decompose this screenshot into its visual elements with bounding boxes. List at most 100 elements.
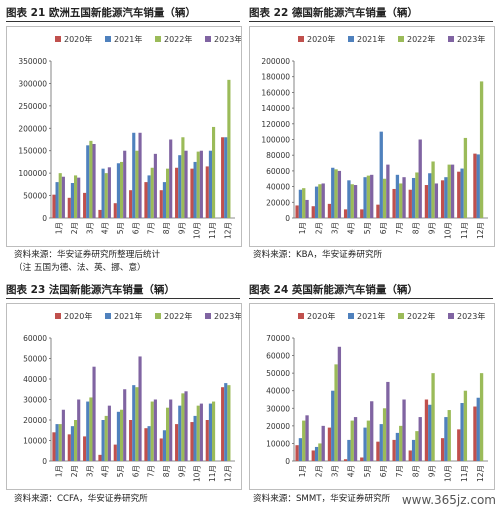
- bar: [138, 132, 142, 218]
- bar: [337, 346, 342, 461]
- x-tick-label: 4月: [347, 222, 356, 234]
- legend-swatch: [398, 36, 404, 42]
- bar: [89, 397, 93, 461]
- x-tick-label: 12月: [223, 465, 232, 482]
- x-tick-label: 9月: [427, 222, 436, 234]
- bar: [447, 410, 451, 461]
- bar: [120, 409, 124, 461]
- legend-label: 2023年: [214, 311, 241, 321]
- bar: [162, 182, 166, 218]
- legend-swatch: [448, 36, 454, 42]
- chart-legend: 2020年 2021年 2022年 2023年: [298, 311, 485, 321]
- bar: [463, 137, 468, 218]
- bar: [224, 137, 228, 218]
- y-tick-label: 50000: [23, 192, 47, 201]
- legend-label: 2021年: [357, 34, 385, 44]
- bar: [193, 415, 197, 461]
- bar: [166, 168, 170, 218]
- bar: [424, 399, 429, 461]
- bar: [314, 186, 319, 218]
- x-tick-label: 9月: [177, 465, 186, 477]
- x-tick-label: 4月: [101, 222, 110, 234]
- bar: [150, 167, 154, 218]
- x-tick-label: 8月: [162, 465, 171, 477]
- y-tick-label: 350000: [18, 57, 47, 66]
- title-rule: [6, 21, 240, 22]
- x-tick-label: 1月: [298, 465, 307, 477]
- bar: [418, 417, 422, 461]
- bar: [450, 164, 455, 218]
- bar: [399, 183, 403, 218]
- bar: [431, 161, 435, 218]
- bar-chart-germany: 2020年 2021年 2022年 2023年 0 20000 40000 60000 8000…: [261, 34, 488, 239]
- chart-title: 图表 22 德国新能源汽车销量（辆）: [249, 7, 418, 19]
- bar: [129, 420, 133, 461]
- bar: [311, 206, 315, 218]
- bar-chart-france: 2020年 2021年 2022年 2023年 0 10000 20000 30000 4000…: [23, 311, 242, 482]
- y-tick-label: 20000: [23, 416, 47, 425]
- bar: [347, 180, 351, 218]
- x-tick-label: 5月: [363, 222, 372, 234]
- bar: [107, 167, 111, 218]
- bar: [302, 420, 306, 461]
- bar: [199, 403, 203, 461]
- y-tick-label: 140000: [261, 104, 290, 113]
- bar: [212, 401, 216, 461]
- x-tick-label: 11月: [208, 465, 217, 482]
- bar: [147, 426, 151, 461]
- bar: [101, 420, 105, 461]
- bar: [129, 190, 133, 218]
- bar: [473, 153, 477, 218]
- bar: [74, 175, 78, 218]
- bar: [107, 405, 111, 461]
- bar: [402, 177, 406, 218]
- bar: [334, 364, 338, 461]
- bar: [343, 459, 348, 461]
- bar: [343, 209, 348, 218]
- bar: [123, 389, 127, 461]
- bar: [86, 401, 90, 461]
- bar: [208, 403, 212, 461]
- legend-swatch: [205, 313, 211, 319]
- legend-label: 2021年: [114, 311, 142, 321]
- chart-legend: 2020年 2021年 2022年 2023年: [55, 311, 242, 321]
- bar: [440, 180, 445, 218]
- x-tick-label: 1月: [55, 465, 64, 477]
- title-rule: [249, 21, 493, 22]
- bar: [153, 399, 157, 461]
- bar: [190, 422, 194, 461]
- bar: [418, 139, 422, 218]
- bar: [321, 183, 325, 218]
- bar: [321, 425, 325, 461]
- bar: [379, 131, 383, 218]
- bar: [212, 126, 216, 218]
- x-tick-label: 1月: [55, 222, 64, 234]
- legend-label: 2023年: [214, 34, 241, 44]
- bar: [190, 168, 194, 218]
- bar: [113, 444, 117, 461]
- bar: [184, 391, 188, 461]
- legend-swatch: [205, 36, 211, 42]
- bar: [52, 432, 56, 461]
- x-tick-label: 9月: [427, 465, 436, 477]
- bar: [353, 185, 358, 218]
- bar: [113, 203, 117, 218]
- legend-label: 2020年: [64, 311, 92, 321]
- bar: [347, 439, 351, 461]
- bar: [460, 168, 464, 218]
- x-tick-label: 5月: [116, 465, 125, 477]
- bar: [350, 420, 354, 461]
- bar: [366, 420, 371, 461]
- bar: [104, 173, 108, 218]
- bar: [162, 430, 166, 461]
- x-tick-label: 4月: [347, 465, 356, 477]
- legend-label: 2022年: [407, 34, 435, 44]
- legend-swatch: [298, 313, 304, 319]
- bar: [476, 154, 480, 218]
- legend-label: 2023年: [457, 34, 485, 44]
- bar-chart-europe5: 2020年 2021年 2022年 2023年 0 50000 100000 150000 20…: [18, 34, 242, 239]
- bar: [181, 393, 185, 461]
- legend-label: 2022年: [164, 34, 192, 44]
- bar: [77, 399, 81, 461]
- bar: [408, 189, 412, 218]
